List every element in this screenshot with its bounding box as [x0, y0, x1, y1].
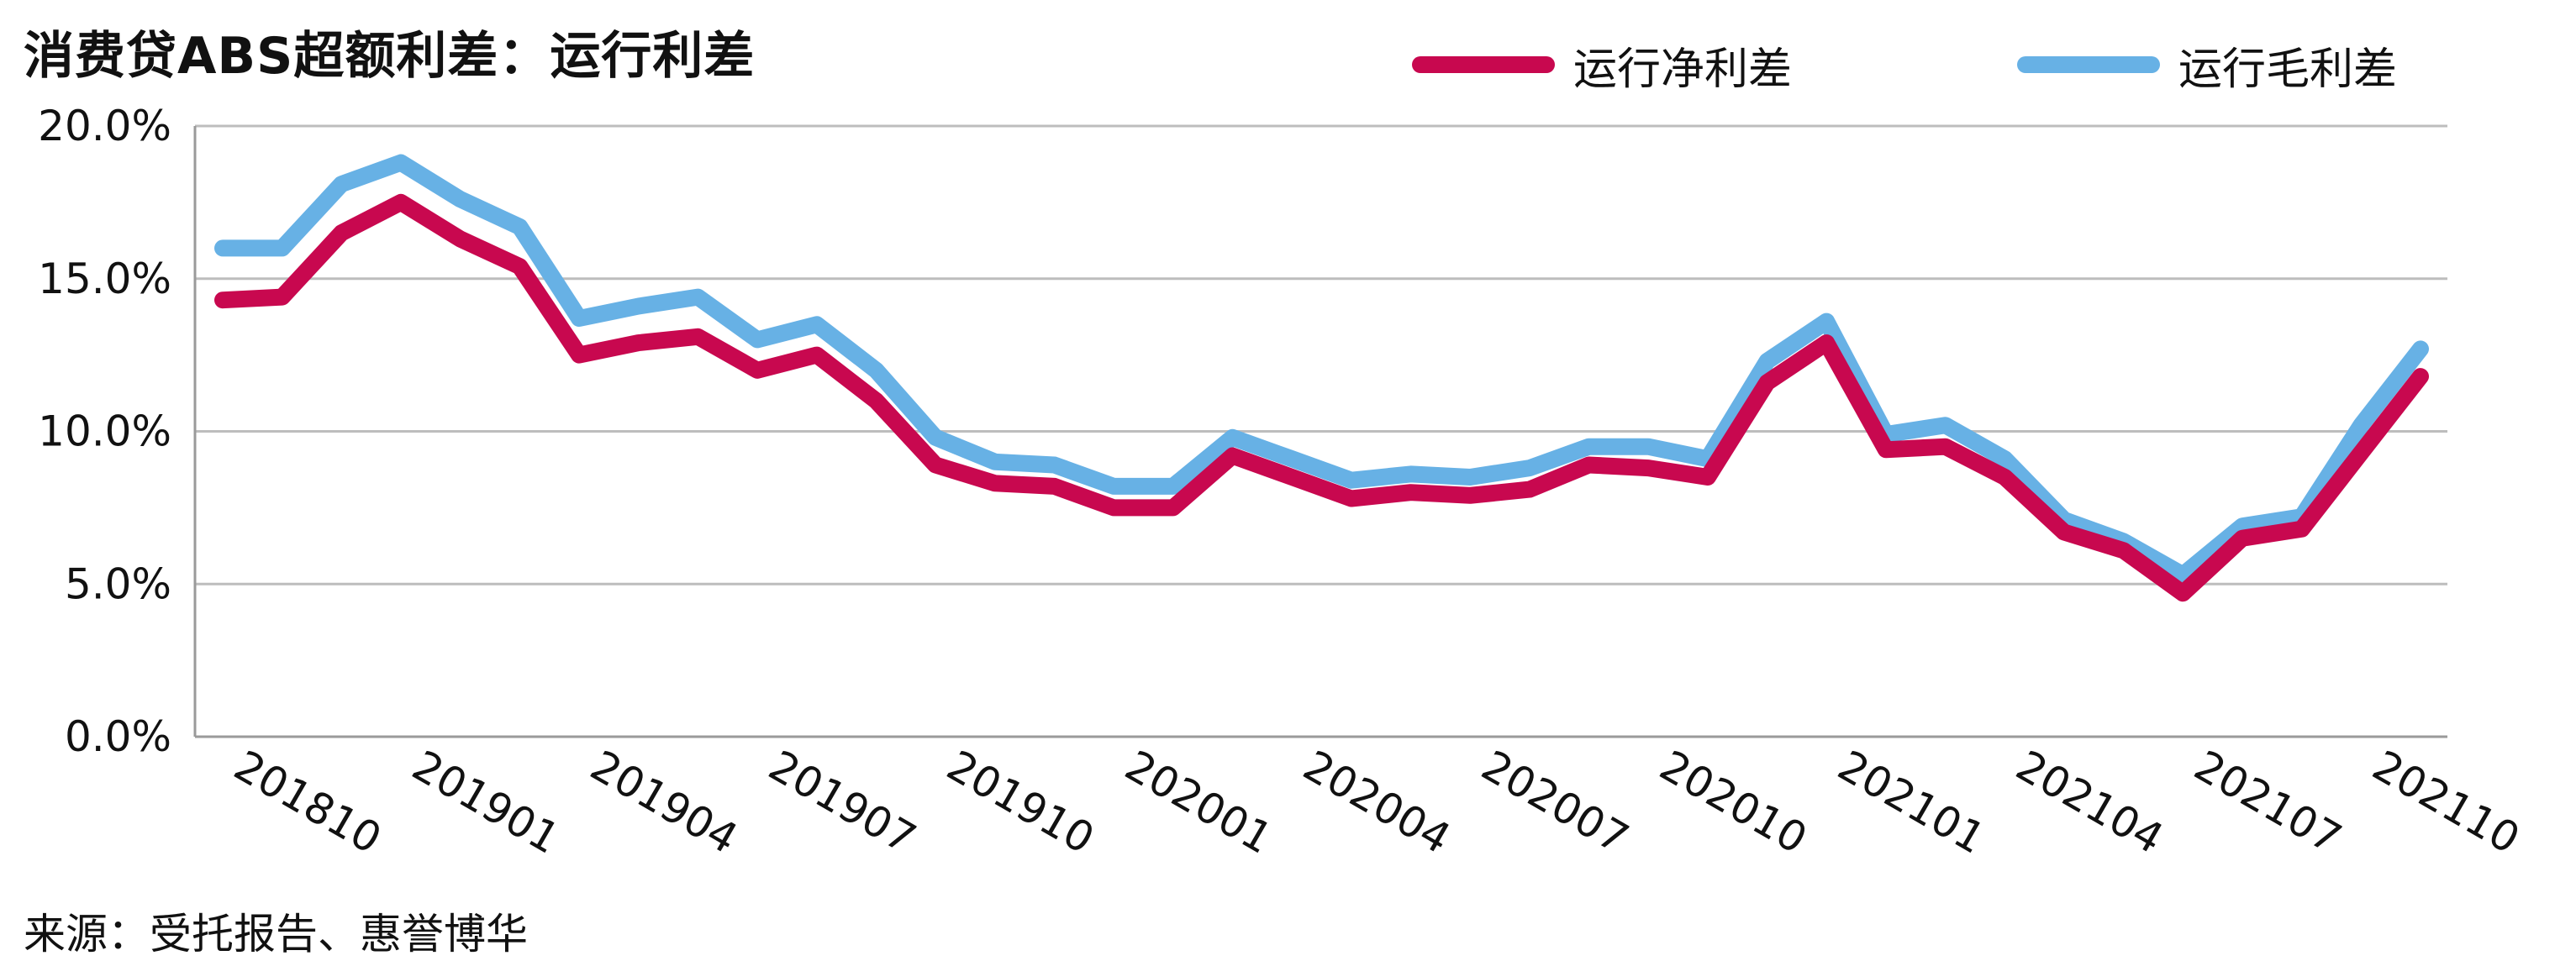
chart-title: 消费贷ABS超额利差：运行利差	[24, 27, 756, 86]
series-line-net-spread	[214, 193, 2429, 602]
legend-label-net-spread: 运行净利差	[1573, 44, 1793, 95]
legend-label-gross-spread: 运行毛利差	[2178, 44, 2398, 95]
x-tick-label: 202010	[1651, 741, 1815, 864]
x-tick-label: 202104	[2008, 741, 2171, 864]
legend-item-net-spread: 运行净利差	[1412, 35, 1793, 95]
x-tick-label: 202004	[1295, 741, 1458, 864]
x-tick-label: 202101	[1830, 741, 1993, 864]
legend-swatch-gross-spread	[2017, 56, 2160, 73]
x-tick-label: 202107	[2186, 741, 2349, 864]
y-tick-label: 0.0%	[65, 712, 171, 761]
y-axis-ticks: 0.0% 5.0% 10.0% 15.0% 20.0%	[38, 102, 171, 761]
x-tick-label: 201907	[761, 741, 924, 864]
x-axis-ticks: 201810 201901 201904 201907 201910 202001 2020…	[226, 741, 2528, 864]
legend-item-gross-spread: 运行毛利差	[2017, 35, 2398, 95]
y-tick-label: 15.0%	[38, 255, 171, 303]
series-lines	[214, 154, 2429, 602]
chart-source: 来源：受托报告、惠誉博华	[24, 910, 528, 958]
x-tick-label: 201901	[404, 741, 567, 864]
series-line-gross-spread	[214, 154, 2429, 584]
y-tick-label: 20.0%	[38, 102, 171, 150]
y-tick-label: 5.0%	[65, 559, 171, 608]
gridlines	[195, 124, 2447, 586]
x-tick-label: 202110	[2364, 741, 2527, 864]
x-tick-label: 202001	[1117, 741, 1280, 864]
legend-swatch-net-spread	[1412, 56, 1555, 73]
x-tick-label: 201910	[939, 741, 1102, 864]
x-tick-label: 202007	[1473, 741, 1636, 864]
x-tick-label: 201904	[582, 741, 745, 864]
y-tick-label: 10.0%	[38, 407, 171, 456]
x-tick-label: 201810	[226, 741, 389, 864]
